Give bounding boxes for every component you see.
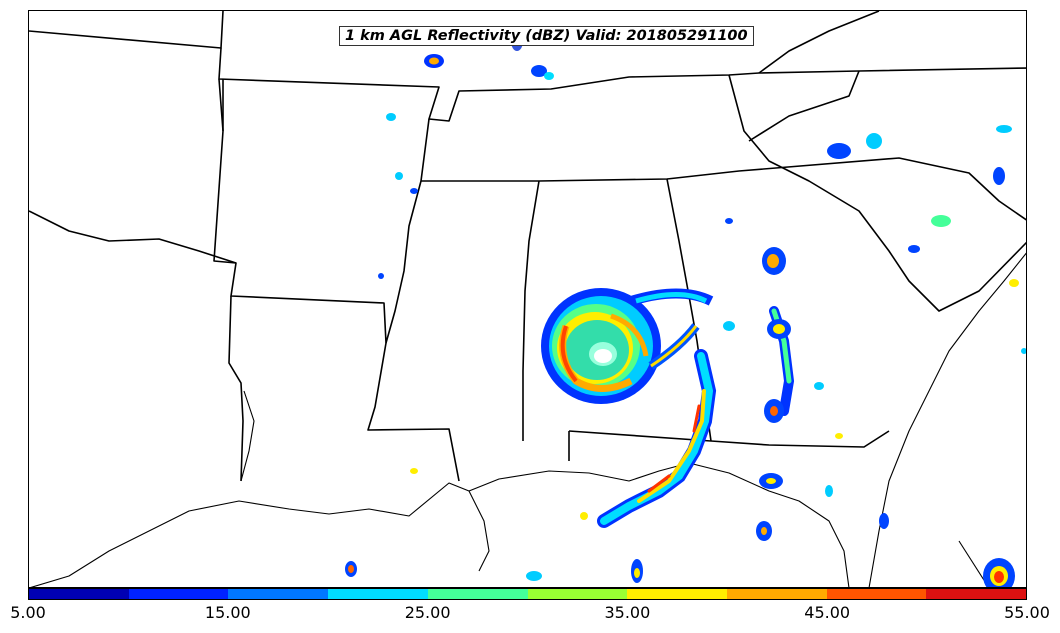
colorbar-swatch xyxy=(926,589,1027,599)
colorbar xyxy=(28,588,1027,600)
colorbar-tick-label: 35.00 xyxy=(604,603,651,622)
radar-echoes xyxy=(345,31,1026,587)
colorbar-swatch xyxy=(228,589,329,599)
scattered-cells xyxy=(345,31,1026,587)
colorbar-tick-label: 45.00 xyxy=(804,603,851,622)
map-title: 1 km AGL Reflectivity (dBZ) Valid: 20180… xyxy=(339,26,754,46)
colorbar-tick-label: 15.00 xyxy=(204,603,251,622)
map-frame: 1 km AGL Reflectivity (dBZ) Valid: 20180… xyxy=(28,10,1027,588)
colorbar-swatch xyxy=(627,589,727,599)
rainband xyxy=(597,306,795,528)
colorbar-tick-label: 55.00 xyxy=(1004,603,1050,622)
colorbar-swatch xyxy=(128,589,229,599)
colorbar-swatch xyxy=(726,589,827,599)
colorbar-tick-label: 5.00 xyxy=(10,603,46,622)
colorbar-swatch xyxy=(328,589,428,599)
colorbar-tick-label: 25.00 xyxy=(404,603,451,622)
coastline xyxy=(30,252,1026,587)
state-boundaries xyxy=(29,11,1026,482)
colorbar-swatch xyxy=(427,589,528,599)
colorbar-swatch xyxy=(29,589,129,599)
cyclone-circulation xyxy=(541,288,714,404)
colorbar-swatch xyxy=(527,589,628,599)
colorbar-swatch xyxy=(826,589,927,599)
map-canvas xyxy=(29,11,1026,587)
